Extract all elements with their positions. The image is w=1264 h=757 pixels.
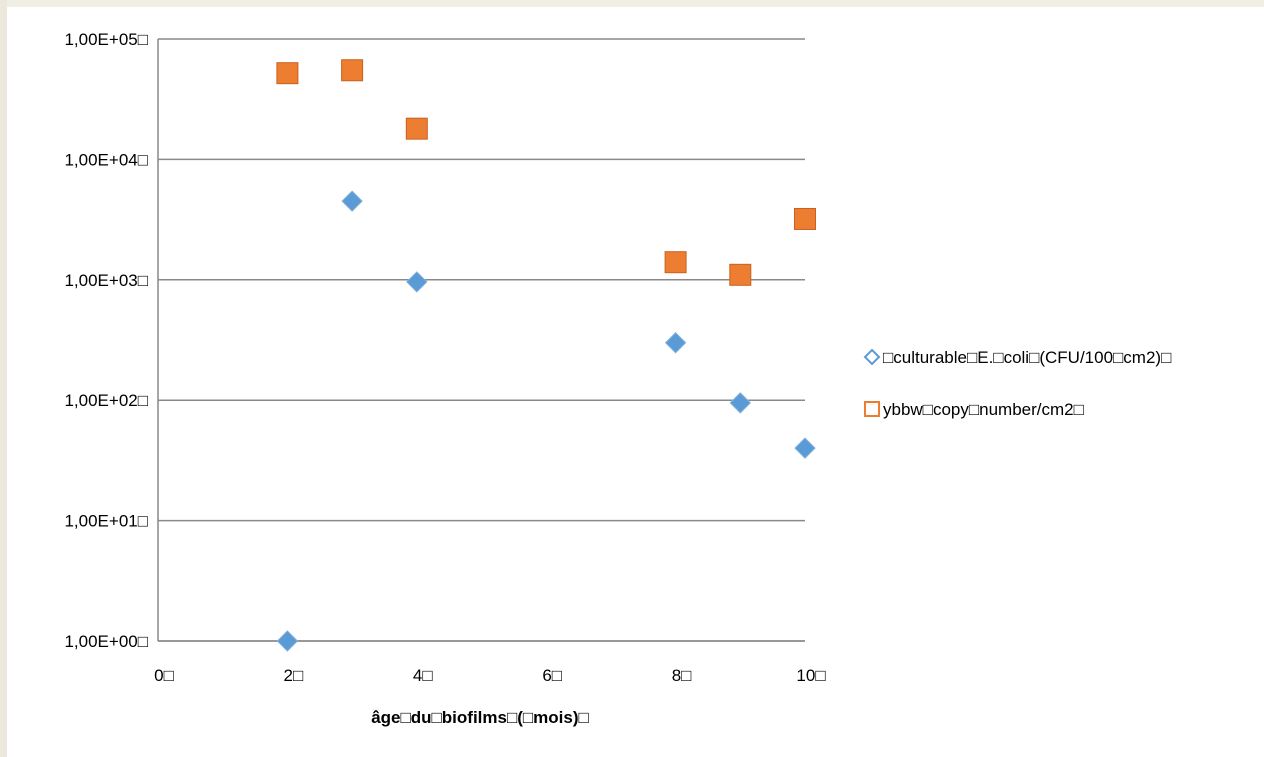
legend-label-1: ybbw□copy□number/cm2□ [883, 400, 1084, 419]
x-tick-labels: 0□ 2□ 4□ 6□ 8□ 10□ [154, 666, 825, 685]
legend: □culturable□E.□coli□(CFU/100□cm2)□ ybbw□c… [863, 348, 1171, 419]
y-tick-label-0: 1,00E+00□ [64, 632, 148, 651]
x-tick-label-1: 2□ [284, 666, 304, 685]
data-points [276, 59, 816, 652]
point-series0-0 [276, 630, 299, 652]
y-tick-label-1: 1,00E+01□ [64, 512, 148, 531]
legend-marker-1 [864, 401, 880, 417]
point-series1-3 [664, 251, 687, 274]
point-series1-5 [794, 207, 816, 230]
point-series0-3 [664, 332, 687, 354]
grid-lines [157, 38, 805, 642]
x-tick-label-2: 4□ [413, 666, 433, 685]
x-tick-label-3: 6□ [542, 666, 562, 685]
left-edge-shading [0, 0, 7, 757]
legend-marker-0 [863, 348, 881, 366]
y-tick-label-3: 1,00E+03□ [64, 271, 148, 290]
point-series1-1 [341, 59, 364, 82]
point-series1-2 [405, 117, 428, 140]
y-tick-label-5: 1,00E+05□ [64, 30, 148, 49]
x-tick-label-4: 8□ [672, 666, 692, 685]
chart-frame [7, 7, 1264, 757]
x-tick-label-0: 0□ [154, 666, 174, 685]
point-series0-4 [729, 392, 752, 414]
point-series0-2 [406, 271, 428, 293]
point-series1-0 [276, 62, 299, 85]
y-tick-labels: 1,00E+00□ 1,00E+01□ 1,00E+02□ 1,00E+03□ 1,00… [64, 30, 148, 651]
legend-label-0: □culturable□E.□coli□(CFU/100□cm2)□ [883, 348, 1171, 367]
point-series0-1 [341, 190, 363, 212]
y-tick-label-4: 1,00E+04□ [64, 150, 148, 169]
point-series1-4 [729, 263, 752, 286]
y-tick-label-2: 1,00E+02□ [64, 391, 148, 410]
point-series0-5 [794, 437, 816, 459]
x-tick-label-5: 10□ [796, 666, 825, 685]
x-axis-label: âge□du□biofilms□(□mois)□ [371, 708, 589, 727]
